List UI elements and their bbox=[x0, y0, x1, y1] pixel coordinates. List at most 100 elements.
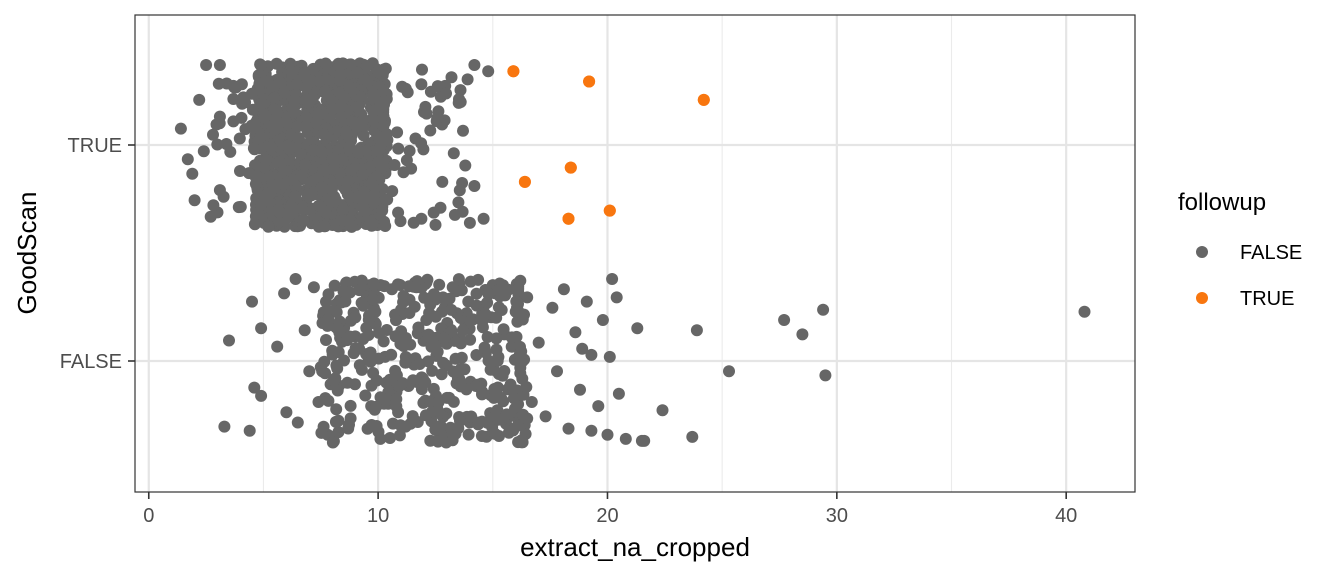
data-point bbox=[243, 424, 256, 437]
data-point bbox=[569, 326, 582, 339]
data-point bbox=[517, 408, 529, 421]
data-point bbox=[233, 132, 246, 145]
data-point bbox=[817, 303, 830, 316]
data-point bbox=[397, 340, 410, 352]
data-point bbox=[218, 420, 231, 433]
x-axis-title: extract_na_cropped bbox=[520, 532, 750, 562]
data-point bbox=[319, 85, 332, 98]
data-point bbox=[778, 314, 791, 326]
data-point bbox=[425, 340, 438, 353]
data-point bbox=[432, 396, 445, 409]
data-point bbox=[438, 332, 451, 345]
data-point bbox=[390, 314, 402, 327]
data-point bbox=[539, 410, 552, 423]
data-point bbox=[525, 396, 538, 408]
data-point bbox=[507, 392, 520, 405]
data-point bbox=[447, 429, 460, 442]
data-point bbox=[334, 68, 347, 81]
data-point bbox=[312, 108, 324, 121]
data-points bbox=[174, 57, 1091, 449]
data-point bbox=[394, 279, 407, 291]
axes: 0 10 20 30 40 FALSE TRUE bbox=[60, 135, 1078, 527]
data-point bbox=[319, 367, 332, 380]
data-point bbox=[341, 334, 354, 347]
data-point bbox=[305, 189, 318, 202]
data-point bbox=[606, 273, 619, 285]
data-point bbox=[298, 324, 311, 337]
data-point bbox=[280, 406, 293, 419]
data-point bbox=[325, 183, 338, 196]
data-point bbox=[289, 273, 302, 285]
data-point bbox=[230, 81, 242, 94]
data-point bbox=[268, 179, 281, 192]
data-point bbox=[268, 103, 281, 116]
data-point bbox=[322, 288, 335, 301]
data-point bbox=[481, 331, 494, 343]
data-point bbox=[258, 111, 271, 124]
data-point bbox=[344, 314, 357, 327]
data-point bbox=[440, 87, 452, 100]
data-point bbox=[475, 430, 488, 442]
data-point bbox=[330, 403, 343, 416]
data-point bbox=[461, 73, 474, 86]
data-point bbox=[344, 399, 357, 412]
data-point bbox=[638, 434, 651, 447]
data-point bbox=[455, 284, 468, 297]
data-point bbox=[562, 212, 575, 225]
data-point bbox=[341, 376, 354, 389]
data-point bbox=[292, 132, 305, 144]
data-point bbox=[262, 220, 275, 233]
data-point bbox=[307, 144, 320, 157]
data-point bbox=[374, 391, 387, 404]
data-point bbox=[403, 144, 416, 157]
data-point bbox=[200, 59, 213, 71]
data-point bbox=[378, 95, 391, 108]
data-point bbox=[223, 334, 235, 347]
data-point bbox=[351, 66, 364, 79]
data-point bbox=[210, 118, 223, 131]
data-point bbox=[557, 283, 570, 296]
data-point bbox=[327, 374, 340, 387]
data-point bbox=[551, 365, 563, 378]
data-point bbox=[389, 364, 402, 377]
data-point bbox=[596, 314, 609, 326]
data-point bbox=[487, 391, 500, 404]
data-point bbox=[396, 80, 409, 93]
data-point bbox=[518, 175, 531, 188]
data-point bbox=[342, 422, 355, 435]
data-point bbox=[481, 296, 494, 309]
data-point bbox=[403, 280, 415, 293]
data-point bbox=[490, 332, 503, 345]
data-point bbox=[512, 436, 525, 449]
legend-label: FALSE bbox=[1240, 242, 1302, 264]
data-point bbox=[377, 119, 390, 132]
data-point bbox=[362, 313, 375, 326]
data-point bbox=[368, 403, 381, 416]
legend-title: followup bbox=[1178, 189, 1266, 216]
data-point bbox=[513, 348, 526, 361]
data-point bbox=[343, 81, 356, 94]
data-point bbox=[384, 432, 396, 444]
data-point bbox=[455, 351, 468, 364]
data-point bbox=[470, 287, 483, 300]
data-point bbox=[393, 429, 406, 442]
data-point bbox=[490, 311, 503, 324]
data-point bbox=[392, 206, 405, 219]
data-point bbox=[453, 184, 466, 197]
data-point bbox=[249, 178, 262, 190]
plot-panel-border bbox=[134, 14, 1136, 493]
data-point bbox=[492, 351, 505, 363]
data-point bbox=[424, 124, 437, 137]
data-point bbox=[419, 409, 432, 422]
data-point bbox=[326, 152, 339, 165]
data-point bbox=[462, 428, 475, 441]
data-point bbox=[364, 346, 377, 359]
data-point bbox=[327, 435, 340, 448]
data-point bbox=[434, 420, 447, 432]
data-point bbox=[338, 91, 351, 104]
data-point bbox=[348, 116, 361, 129]
data-point bbox=[507, 65, 520, 78]
data-point bbox=[357, 113, 370, 126]
